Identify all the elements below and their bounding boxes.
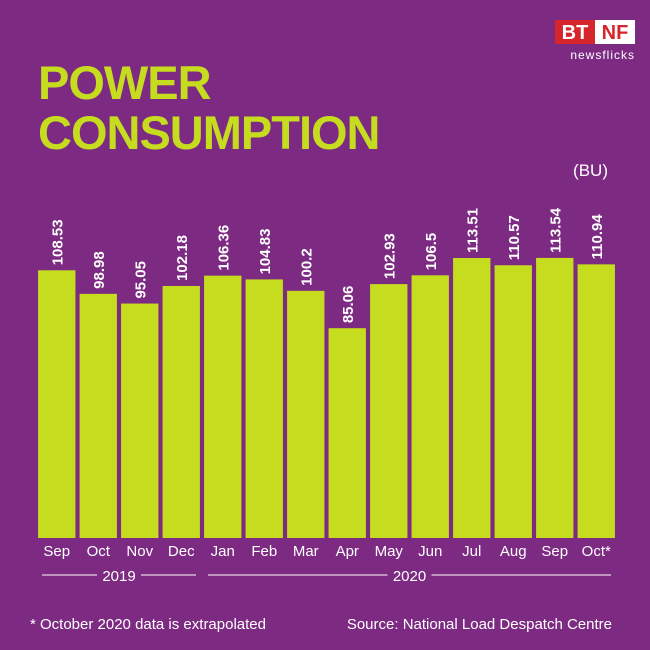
value-label: 98.98 [91,251,108,289]
value-label: 102.18 [174,235,191,281]
value-label: 110.57 [506,215,523,260]
value-label: 113.54 [548,207,565,253]
group-label-bg [387,565,432,585]
group-label-bg [97,565,141,585]
bar [162,285,200,538]
x-tick-label: Oct [87,543,111,560]
x-tick-label: Nov [126,543,153,560]
source: Source: National Load Despatch Centre [347,616,612,633]
x-tick-label: May [375,543,404,560]
x-tick-label: Jul [462,543,481,560]
x-tick-label: Mar [293,543,319,560]
bar [536,257,574,538]
x-tick-label: Jan [211,543,235,560]
footnote: * October 2020 data is extrapolated [30,616,266,633]
x-tick-label: Dec [168,543,195,560]
logo-tagline: newsflicks [570,48,635,62]
value-label: 95.05 [133,261,150,299]
value-label: 100.2 [299,248,316,286]
bar [328,328,366,538]
x-tick-label: Jun [418,543,442,560]
x-tick-label: Aug [500,543,527,560]
bar [245,279,283,538]
value-label: 106.5 [423,233,440,271]
bar [577,264,615,538]
logo-left: BT [562,22,589,44]
bar [453,258,491,538]
value-label: 106.36 [216,225,233,271]
value-label: 110.94 [589,214,606,260]
bar [370,284,408,538]
x-tick-label: Oct* [582,543,611,560]
x-tick-label: Sep [43,543,70,560]
bar [287,290,325,538]
unit-label: (BU) [573,161,608,180]
logo-box [555,20,595,44]
bar [121,303,159,538]
value-label: 113.51 [465,208,482,253]
x-tick-label: Sep [541,543,568,560]
value-label: 104.83 [257,229,274,275]
group-label: 2020 [393,568,426,585]
bar [411,275,449,538]
bar [79,293,117,538]
value-label: 108.53 [50,219,67,265]
value-label: 85.06 [340,286,357,324]
bar [38,270,76,538]
group-label: 2019 [102,568,135,585]
x-tick-label: Feb [251,543,277,560]
logo-right: NF [602,22,629,44]
bar [494,265,532,538]
chart-title: POWER CONSUMPTION [38,56,381,159]
value-label: 102.93 [382,233,399,279]
logo-box [595,20,635,44]
bar [204,275,242,538]
x-tick-label: Apr [336,543,359,560]
